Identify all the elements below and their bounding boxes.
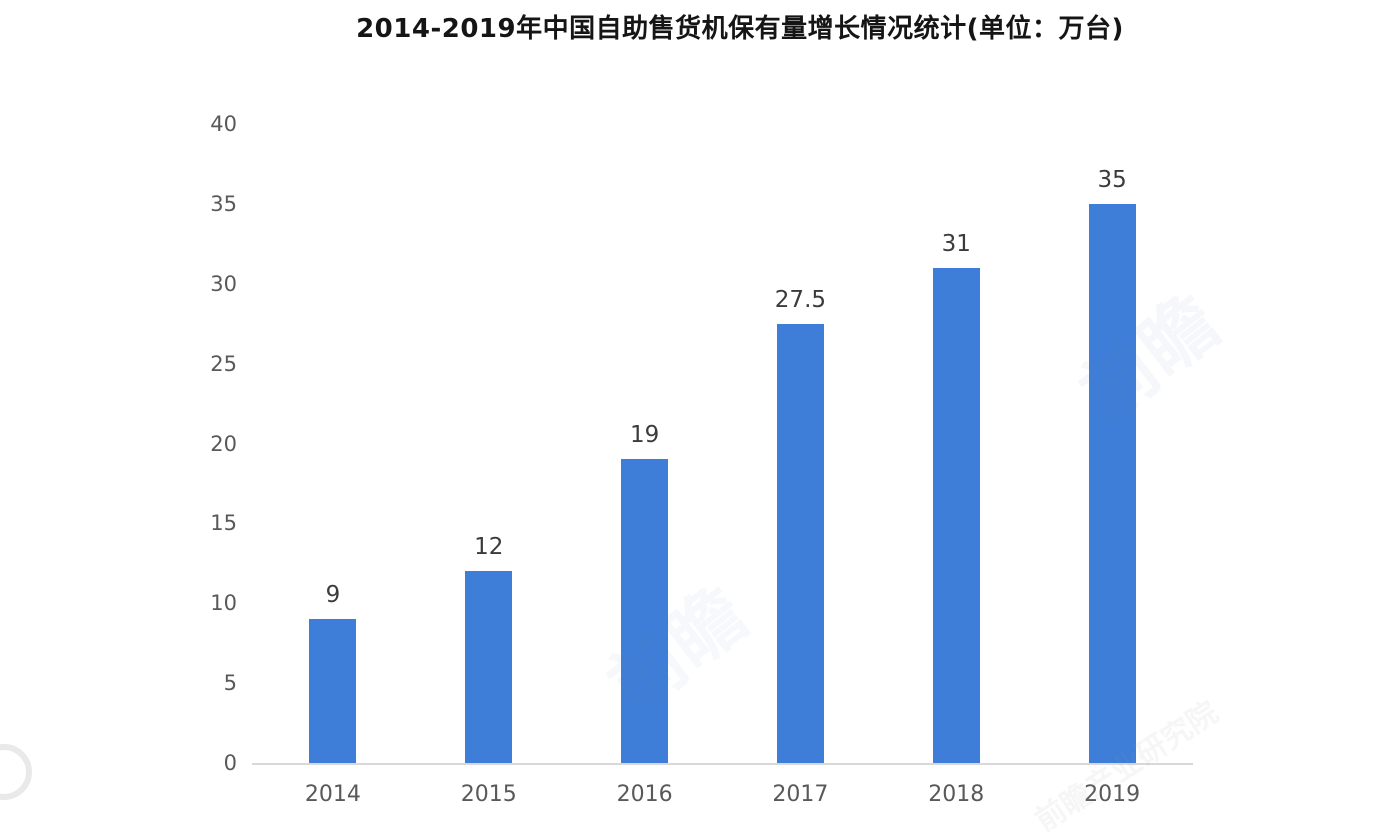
chart-title: 2014-2019年中国自助售货机保有量增长情况统计(单位：万台): [356, 14, 1124, 44]
y-axis: 0 5 10 15 20 25 30 35 40: [150, 112, 237, 775]
y-axis-tick-label-20: 20: [210, 431, 237, 456]
y-axis-tick-label-25: 25: [210, 351, 237, 376]
bar-2014: [309, 619, 357, 763]
data-label-2019: 35: [1097, 166, 1127, 193]
bar-2015: [465, 571, 513, 763]
bar-2019: [1088, 203, 1136, 763]
x-axis-tick-label-2016: 2016: [616, 782, 673, 807]
data-label-2018: 31: [941, 230, 971, 257]
data-label-2016: 19: [629, 422, 660, 449]
x-axis-tick-label-2014: 2014: [304, 782, 361, 807]
y-axis-tick-label-5: 5: [223, 671, 237, 696]
data-label-2017: 27.5: [774, 286, 827, 313]
y-axis-tick-label-10: 10: [210, 591, 237, 616]
y-axis-tick-label-15: 15: [210, 511, 237, 536]
y-axis-tick-label-30: 30: [210, 271, 237, 296]
bar-2017: [776, 323, 824, 763]
edge-watermark-artifact: [0, 744, 32, 800]
x-axis-tick-label-2019: 2019: [1084, 782, 1141, 807]
x-axis-tick-label-2017: 2017: [772, 782, 829, 807]
plot-area: 9 2014 12 2015 19 2016 27.5 2017 31 2018 35 2019: [252, 124, 1193, 807]
data-label-2015: 12: [474, 534, 504, 561]
y-axis-tick-label-40: 40: [210, 112, 237, 136]
x-axis-tick-label-2015: 2015: [460, 782, 517, 807]
x-axis-tick-label-2018: 2018: [928, 782, 985, 807]
bar-2016: [621, 459, 669, 763]
data-label-2014: 9: [325, 582, 341, 609]
y-axis-tick-label-0: 0: [223, 751, 237, 775]
x-axis-line: [252, 763, 1193, 765]
bar-2018: [932, 267, 980, 763]
y-axis-tick-label-35: 35: [210, 191, 237, 216]
